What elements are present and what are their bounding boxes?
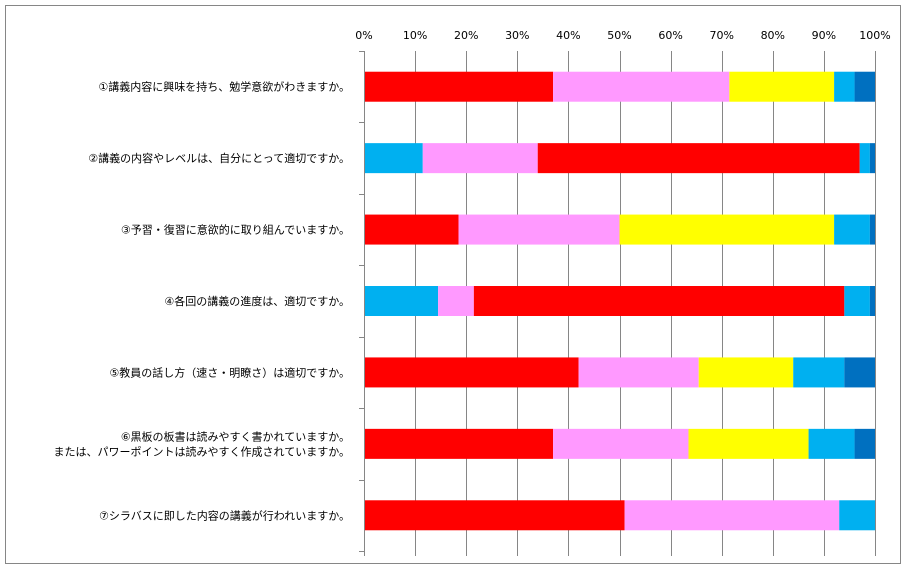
bar-segment bbox=[839, 500, 875, 531]
bar-segment bbox=[458, 214, 620, 245]
bar-segment bbox=[688, 428, 809, 459]
bar-segment bbox=[553, 428, 689, 459]
category-label: ⑥黒板の板書は読みやすく書かれていますか。または、パワーポイントは読みやすく作成… bbox=[54, 429, 350, 458]
bar-segment bbox=[422, 143, 538, 174]
bar-segment bbox=[834, 71, 855, 102]
bar-segment bbox=[698, 357, 794, 388]
x-axis-ticks: 0% 10% 20% 30% 40% 50% 60% 70% 80% 90% 100% bbox=[355, 29, 890, 42]
x-tick-label: 60% bbox=[658, 29, 682, 42]
bar-segment bbox=[438, 286, 474, 316]
bar-segment bbox=[859, 143, 870, 174]
bar-segment bbox=[364, 214, 459, 245]
bar-segment bbox=[624, 500, 840, 531]
bar-segment bbox=[364, 143, 423, 174]
bar-segment bbox=[844, 357, 875, 388]
bar-segment bbox=[364, 71, 554, 102]
category-labels: ①講義内容に興味を持ち、勉学意欲がわきますか。 ②講義の内容やレベルは、自分にとっ… bbox=[54, 80, 350, 523]
bars bbox=[364, 71, 875, 531]
bar-segment bbox=[364, 500, 625, 531]
category-label: ⑦シラバスに即した内容の講義が行われいますか。 bbox=[99, 508, 350, 522]
x-tick-label: 30% bbox=[505, 29, 529, 42]
bar-segment bbox=[364, 286, 439, 316]
bar-segment bbox=[808, 428, 855, 459]
bar-segment bbox=[537, 143, 860, 174]
category-label: ④各回の講義の進度は、適切ですか。 bbox=[164, 294, 350, 308]
bar-segment bbox=[729, 71, 835, 102]
category-label: ③予習・復習に意欲的に取り組んでいますか。 bbox=[121, 223, 350, 237]
axes bbox=[359, 51, 365, 552]
category-label: ①講義内容に興味を持ち、勉学意欲がわきますか。 bbox=[98, 80, 350, 94]
bar-segment bbox=[364, 428, 554, 459]
bar-segment bbox=[578, 357, 699, 388]
bar-segment bbox=[364, 357, 579, 388]
x-tick-label: 80% bbox=[761, 29, 785, 42]
bar-segment bbox=[869, 143, 875, 174]
bar-segment bbox=[793, 357, 845, 388]
x-tick-label: 20% bbox=[454, 29, 478, 42]
x-tick-label: 100% bbox=[859, 29, 890, 42]
x-tick-label: 40% bbox=[556, 29, 580, 42]
bar-segment bbox=[869, 286, 875, 316]
bar-segment bbox=[473, 286, 845, 316]
x-tick-label: 10% bbox=[403, 29, 427, 42]
x-tick-label: 90% bbox=[812, 29, 836, 42]
x-tick-label: 50% bbox=[607, 29, 631, 42]
category-label: ②講義の内容やレベルは、自分にとって適切ですか。 bbox=[88, 151, 350, 165]
bar-segment bbox=[553, 71, 730, 102]
bar-segment bbox=[869, 214, 875, 245]
x-tick-label: 70% bbox=[709, 29, 733, 42]
bar-segment bbox=[854, 428, 875, 459]
bar-segment bbox=[854, 71, 875, 102]
bar-segment bbox=[844, 286, 870, 316]
x-tick-label: 0% bbox=[355, 29, 372, 42]
category-label: ⑤教員の話し方（速さ・明瞭さ）は適切ですか。 bbox=[109, 365, 350, 379]
bar-segment bbox=[834, 214, 870, 245]
bar-segment bbox=[619, 214, 835, 245]
